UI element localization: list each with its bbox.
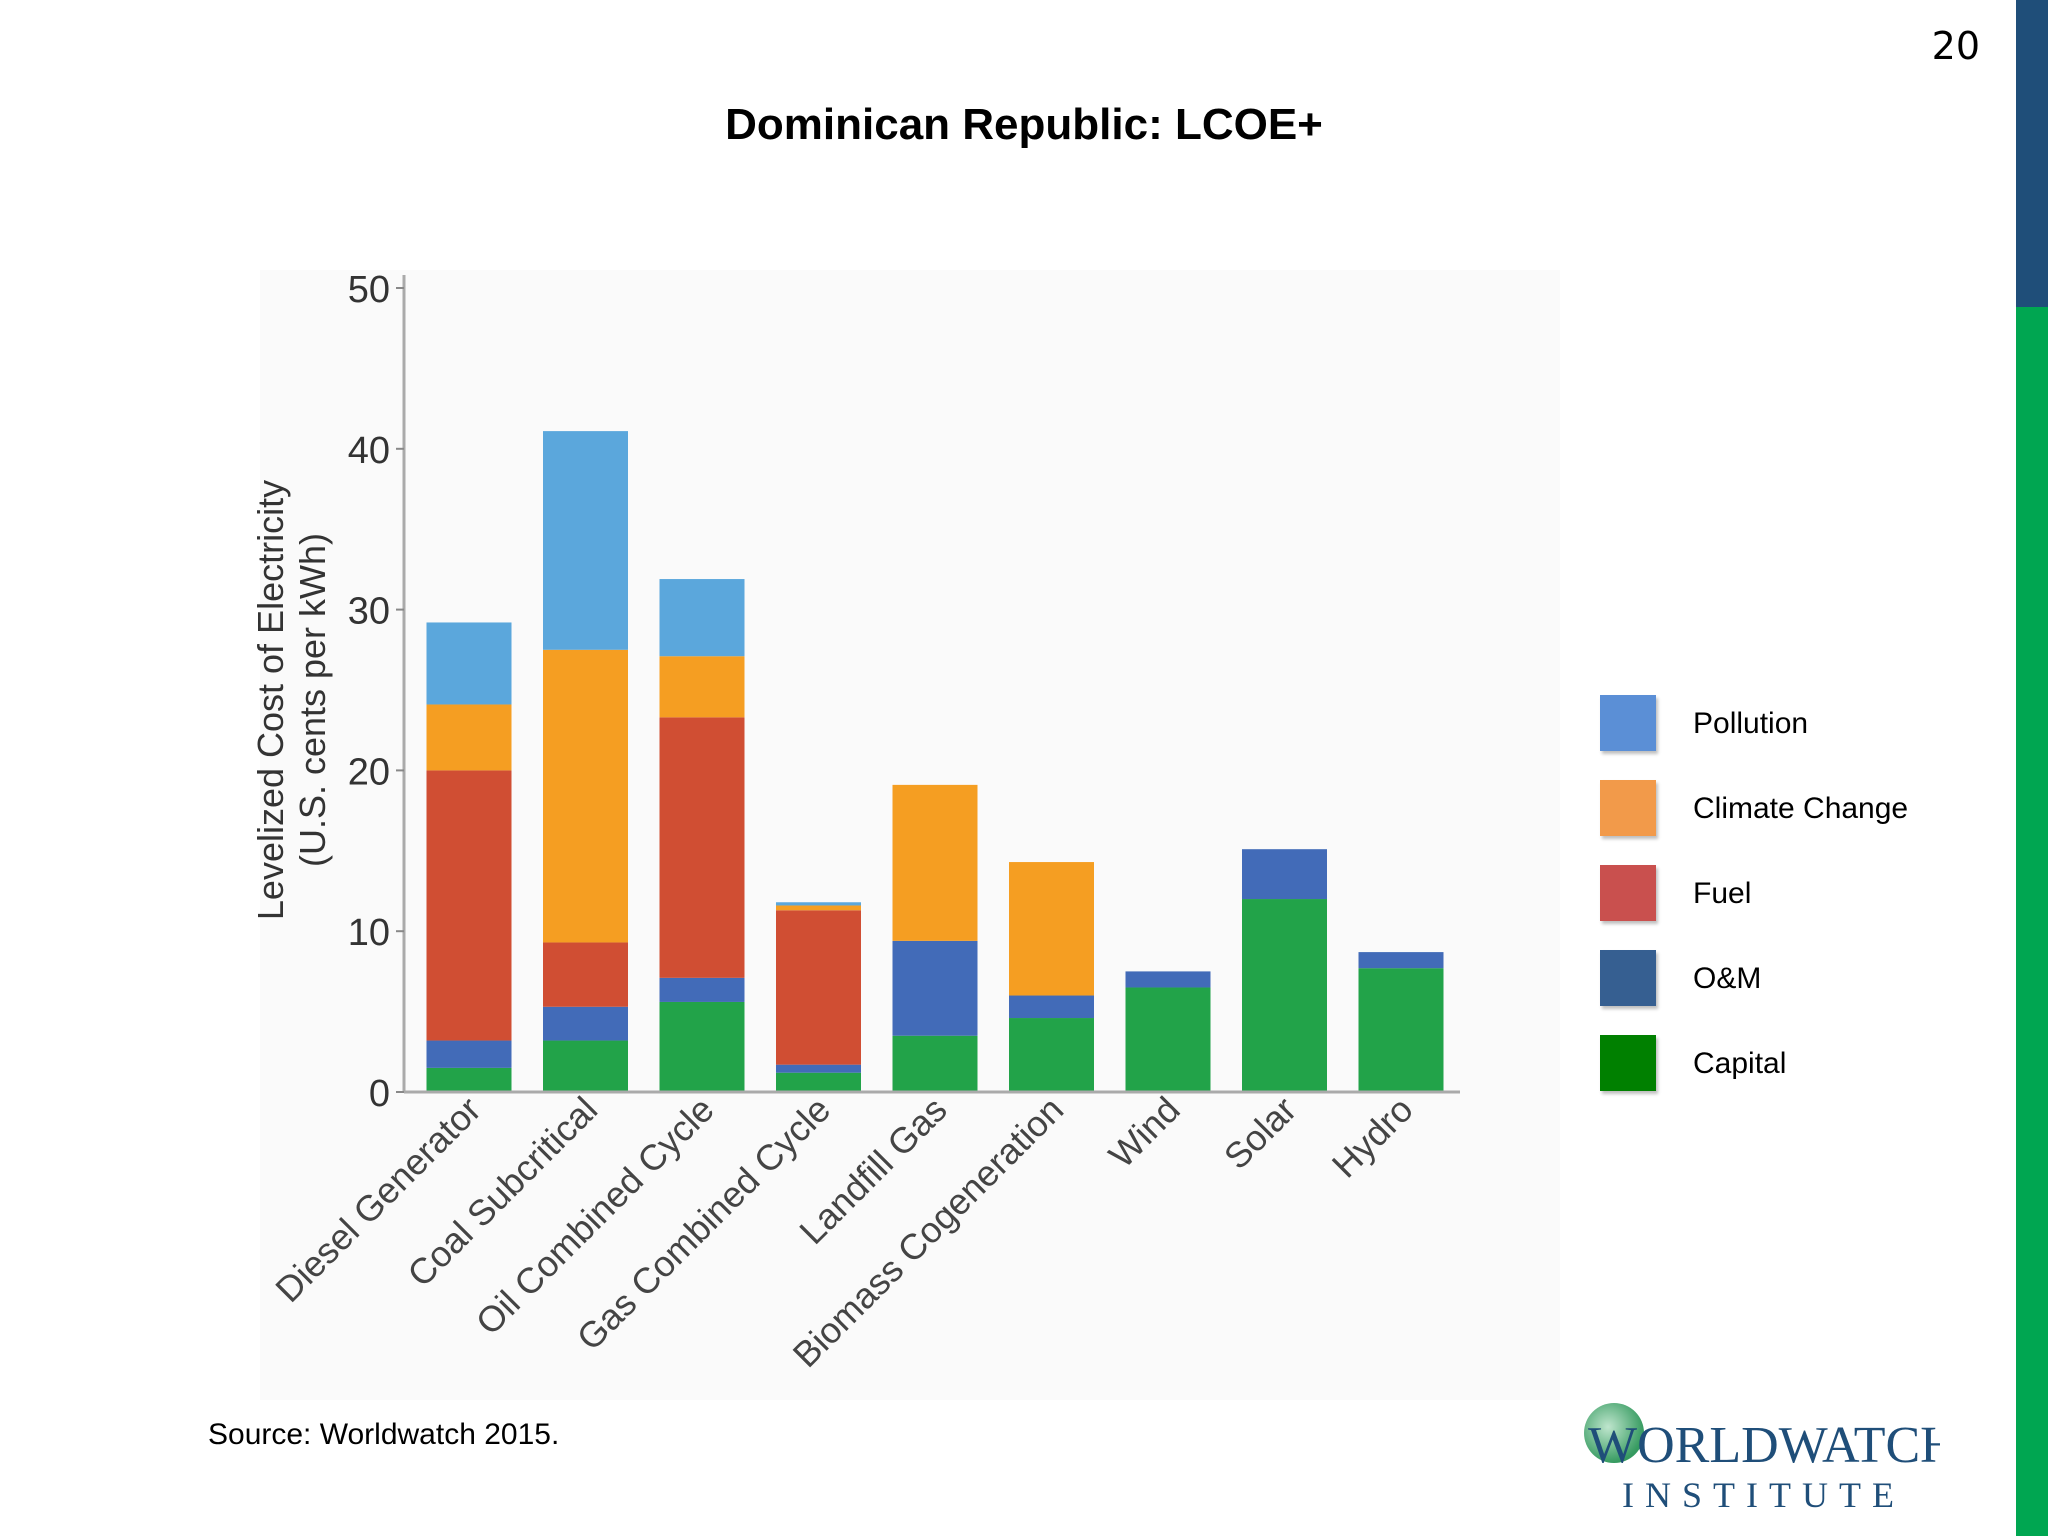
- bar-segment: [426, 704, 512, 771]
- bar-segment: [426, 622, 512, 705]
- y-tick-label: 20: [348, 751, 390, 793]
- bar-segment: [892, 1035, 978, 1092]
- bar-segment: [426, 1040, 512, 1068]
- legend-swatch: [1600, 1035, 1656, 1091]
- bar-segment: [659, 656, 745, 718]
- y-axis-label-line2: (U.S. cents per kWh): [292, 533, 333, 867]
- legend-swatch: [1600, 780, 1656, 836]
- legend-swatch: [1600, 695, 1656, 751]
- logo-line2: INSTITUTE: [1622, 1475, 1905, 1515]
- bar-segment: [543, 1040, 628, 1092]
- y-tick-label: 50: [348, 269, 390, 311]
- y-tick-label: 40: [348, 430, 390, 472]
- bar-segment: [426, 1067, 512, 1092]
- source-note: Source: Worldwatch 2015.: [208, 1418, 560, 1451]
- bar-segment: [543, 431, 628, 650]
- bar-segment: [1125, 987, 1211, 1092]
- y-tick-label: 0: [369, 1073, 390, 1115]
- bar-segment: [776, 1064, 861, 1073]
- bar-segment: [659, 1001, 745, 1092]
- bar-segment: [1242, 849, 1327, 900]
- bar-segment: [1125, 971, 1211, 988]
- bar-segment: [1009, 995, 1094, 1019]
- bar-segment: [659, 579, 745, 657]
- bar-segment: [776, 1072, 861, 1092]
- bar-segment: [776, 905, 861, 911]
- bar-segment: [543, 649, 628, 943]
- slide-title: Dominican Republic: LCOE+: [725, 100, 1323, 149]
- y-axis-label-line1: Levelized Cost of Electricity: [250, 480, 291, 920]
- legend-swatch: [1600, 865, 1656, 921]
- bar-segment: [776, 910, 861, 1065]
- bar-segment: [776, 902, 861, 906]
- y-tick-label: 30: [348, 591, 390, 633]
- bar-segment: [892, 784, 978, 941]
- globe-icon: [1584, 1403, 1644, 1463]
- worldwatch-logo: WORLDWATCH INSTITUTE: [1584, 1403, 1940, 1515]
- bar-segment: [1358, 968, 1444, 1092]
- y-tick-label: 10: [348, 912, 390, 954]
- accent-bar-blue: [2016, 0, 2048, 307]
- legend-label: Climate Change: [1693, 792, 1909, 825]
- bar-segment: [1242, 899, 1327, 1092]
- slide-number: 20: [1931, 24, 1980, 68]
- accent-bar-green: [2016, 307, 2048, 1536]
- bar-segment: [543, 1006, 628, 1041]
- legend-label: Fuel: [1693, 877, 1752, 910]
- legend-label: O&M: [1693, 962, 1762, 995]
- bar-segment: [543, 942, 628, 1007]
- bar-segment: [1358, 952, 1444, 969]
- bar-segment: [1009, 1018, 1094, 1092]
- logo-line1: WORLDWATCH: [1588, 1417, 1940, 1474]
- bar-segment: [659, 717, 745, 978]
- legend-label: Pollution: [1693, 707, 1809, 740]
- bar-segment: [659, 977, 745, 1002]
- bar-segment: [892, 940, 978, 1036]
- bar-segment: [1009, 862, 1094, 996]
- legend-label: Capital: [1693, 1047, 1787, 1080]
- bar-segment: [426, 770, 512, 1041]
- legend-swatch: [1600, 950, 1656, 1006]
